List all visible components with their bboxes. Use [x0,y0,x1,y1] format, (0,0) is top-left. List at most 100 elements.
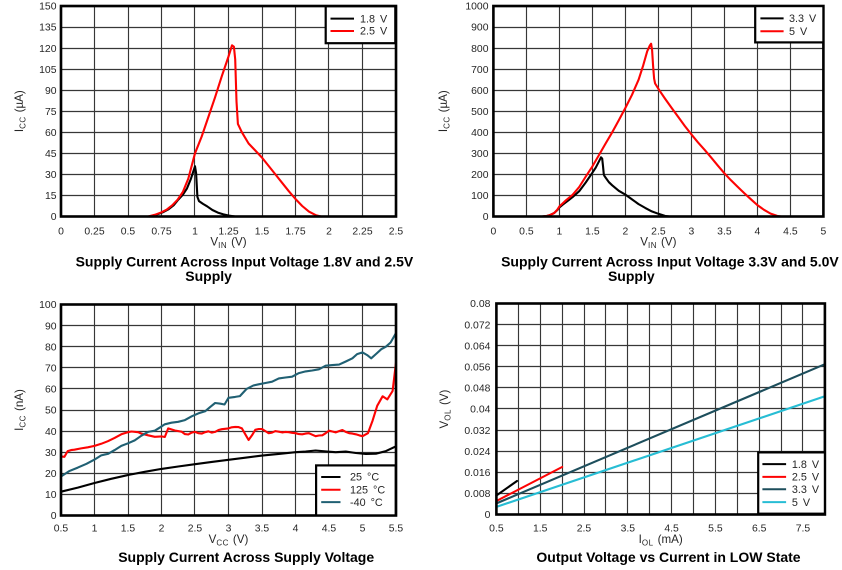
svg-text:0.056: 0.056 [464,363,490,374]
svg-text:70: 70 [45,364,57,375]
svg-text:0.08: 0.08 [470,299,490,310]
svg-text:Supply: Supply [608,268,655,284]
svg-text:1.5: 1.5 [585,227,600,238]
svg-text:30: 30 [45,448,57,459]
svg-text:0: 0 [485,510,491,521]
svg-text:Supply: Supply [185,268,232,284]
svg-text:15: 15 [45,191,57,202]
svg-text:600: 600 [471,86,489,97]
svg-text:0.5: 0.5 [54,524,69,535]
svg-text:4: 4 [293,524,299,535]
svg-text:135: 135 [39,23,57,34]
svg-text:2.5: 2.5 [651,227,666,238]
svg-text:2.5: 2.5 [577,524,592,535]
svg-text:5.5: 5.5 [389,524,404,535]
svg-text:3: 3 [689,227,695,238]
svg-text:0: 0 [51,511,57,522]
svg-text:2.5: 2.5 [188,524,203,535]
svg-text:2: 2 [623,227,629,238]
svg-text:1.75: 1.75 [285,227,305,238]
svg-text:60: 60 [45,128,57,139]
svg-text:0.5: 0.5 [519,227,534,238]
svg-text:20: 20 [45,469,57,480]
svg-text:700: 700 [471,65,489,76]
svg-text:800: 800 [471,44,489,55]
svg-text:1.25: 1.25 [218,227,238,238]
svg-text:5: 5 [360,524,366,535]
svg-text:50: 50 [45,406,57,417]
svg-text:1: 1 [192,227,198,238]
svg-text:100: 100 [39,300,57,311]
svg-text:4.5: 4.5 [664,524,679,535]
svg-text:1.5: 1.5 [121,524,136,535]
svg-text:120: 120 [39,44,57,55]
svg-text:3.5: 3.5 [255,524,270,535]
svg-text:10: 10 [45,490,57,501]
svg-text:40: 40 [45,427,57,438]
svg-text:1.5: 1.5 [255,227,270,238]
svg-text:2.5 V: 2.5 V [792,472,820,484]
svg-text:0.016: 0.016 [464,468,490,479]
svg-text:45: 45 [45,149,57,160]
svg-text:0.024: 0.024 [464,447,490,458]
svg-text:0: 0 [483,212,489,223]
svg-text:1.8 V: 1.8 V [792,459,820,471]
svg-text:3.3 V: 3.3 V [792,484,820,496]
svg-text:150: 150 [39,2,57,13]
svg-text:0.032: 0.032 [464,426,490,437]
svg-text:90: 90 [45,321,57,332]
svg-text:2: 2 [159,524,165,535]
svg-text:0.5: 0.5 [489,524,504,535]
svg-text:7.5: 7.5 [796,524,811,535]
svg-text:0: 0 [58,227,64,238]
svg-text:100: 100 [471,191,489,202]
svg-text:0.25: 0.25 [84,227,104,238]
svg-text:3.5: 3.5 [717,227,732,238]
svg-text:60: 60 [45,385,57,396]
svg-text:0: 0 [491,227,497,238]
svg-text:4.5: 4.5 [783,227,798,238]
svg-text:75: 75 [45,107,57,118]
svg-text:80: 80 [45,342,57,353]
svg-text:Supply Current Across Input Vo: Supply Current Across Input Voltage 3.3V… [501,254,839,270]
svg-text:300: 300 [471,149,489,160]
svg-text:5 V: 5 V [792,497,811,509]
svg-text:4: 4 [755,227,761,238]
svg-text:1.5: 1.5 [533,524,548,535]
svg-text:5: 5 [821,227,827,238]
svg-text:6.5: 6.5 [752,524,767,535]
svg-text:2.5 V: 2.5 V [360,26,388,38]
svg-text:200: 200 [471,170,489,181]
svg-text:Supply Current Across Supply V: Supply Current Across Supply Voltage [118,549,374,565]
svg-text:900: 900 [471,23,489,34]
svg-text:1: 1 [557,227,563,238]
svg-text:5 V: 5 V [789,26,808,38]
svg-text:30: 30 [45,170,57,181]
svg-text:Supply Current Across Input Vo: Supply Current Across Input Voltage 1.8V… [76,254,414,270]
svg-text:0.5: 0.5 [121,227,136,238]
svg-text:400: 400 [471,128,489,139]
svg-text:Output Voltage vs Current in L: Output Voltage vs Current in LOW State [536,549,800,565]
svg-text:0.048: 0.048 [464,384,490,395]
svg-text:25 °C: 25 °C [350,472,379,484]
svg-text:3: 3 [226,524,232,535]
svg-text:3.5: 3.5 [621,524,636,535]
svg-text:0.064: 0.064 [464,341,490,352]
svg-text:4.5: 4.5 [322,524,337,535]
svg-text:500: 500 [471,107,489,118]
svg-text:0.75: 0.75 [151,227,171,238]
svg-text:1: 1 [92,524,98,535]
svg-text:1.8 V: 1.8 V [360,13,388,25]
svg-text:0.04: 0.04 [470,405,490,416]
svg-text:5.5: 5.5 [708,524,723,535]
svg-text:3.3 V: 3.3 V [789,13,817,25]
svg-text:2.5: 2.5 [389,227,404,238]
svg-text:1000: 1000 [465,2,488,13]
svg-text:125 °C: 125 °C [350,485,385,497]
svg-text:105: 105 [39,65,57,76]
svg-text:2.25: 2.25 [352,227,372,238]
svg-text:2: 2 [326,227,332,238]
svg-text:0: 0 [51,212,57,223]
svg-text:90: 90 [45,86,57,97]
svg-text:0.072: 0.072 [464,320,490,331]
